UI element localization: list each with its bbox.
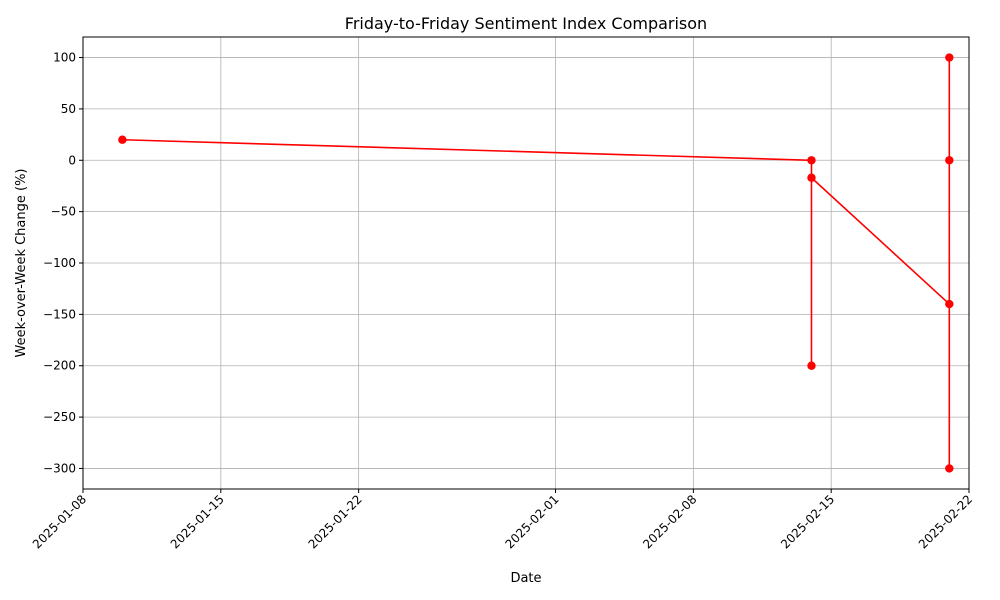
x-axis-label: Date bbox=[510, 571, 541, 586]
x-tick-label: 2025-01-15 bbox=[168, 492, 227, 551]
x-tick-label: 2025-02-15 bbox=[778, 492, 837, 551]
y-axis-label: Week-over-Week Change (%) bbox=[14, 168, 29, 357]
data-point-marker bbox=[807, 156, 816, 165]
x-tick-label: 2025-01-22 bbox=[306, 492, 365, 551]
axis-ticks: 2025-01-08 2025-01-15 2025-01-22 2025-02-01… bbox=[30, 51, 975, 552]
grid-lines bbox=[82, 37, 970, 489]
x-tick-label: 2025-01-08 bbox=[30, 492, 89, 551]
y-tick-label: −150 bbox=[43, 307, 76, 321]
y-tick-label: −200 bbox=[43, 359, 76, 373]
x-tick-label: 2025-02-01 bbox=[502, 492, 561, 551]
y-tick-label: −300 bbox=[43, 461, 76, 475]
data-series bbox=[118, 53, 954, 473]
y-tick-label: −250 bbox=[43, 410, 76, 424]
y-tick-label: 100 bbox=[53, 51, 76, 65]
data-point-marker bbox=[945, 464, 954, 473]
y-tick-label: −100 bbox=[43, 256, 76, 270]
data-point-marker bbox=[118, 135, 127, 144]
data-point-marker bbox=[945, 53, 954, 62]
data-point-marker bbox=[945, 299, 954, 309]
data-point-marker bbox=[945, 156, 954, 165]
y-tick-label: 50 bbox=[61, 102, 76, 116]
series-line bbox=[122, 57, 951, 470]
y-tick-label: −50 bbox=[51, 205, 76, 219]
x-tick-label: 2025-02-22 bbox=[916, 492, 975, 551]
chart-title: Friday-to-Friday Sentiment Index Compari… bbox=[345, 14, 707, 33]
data-point-marker bbox=[807, 361, 816, 370]
x-tick-label: 2025-02-08 bbox=[640, 492, 699, 551]
y-tick-label: 0 bbox=[68, 153, 76, 167]
data-point-marker bbox=[807, 173, 816, 182]
